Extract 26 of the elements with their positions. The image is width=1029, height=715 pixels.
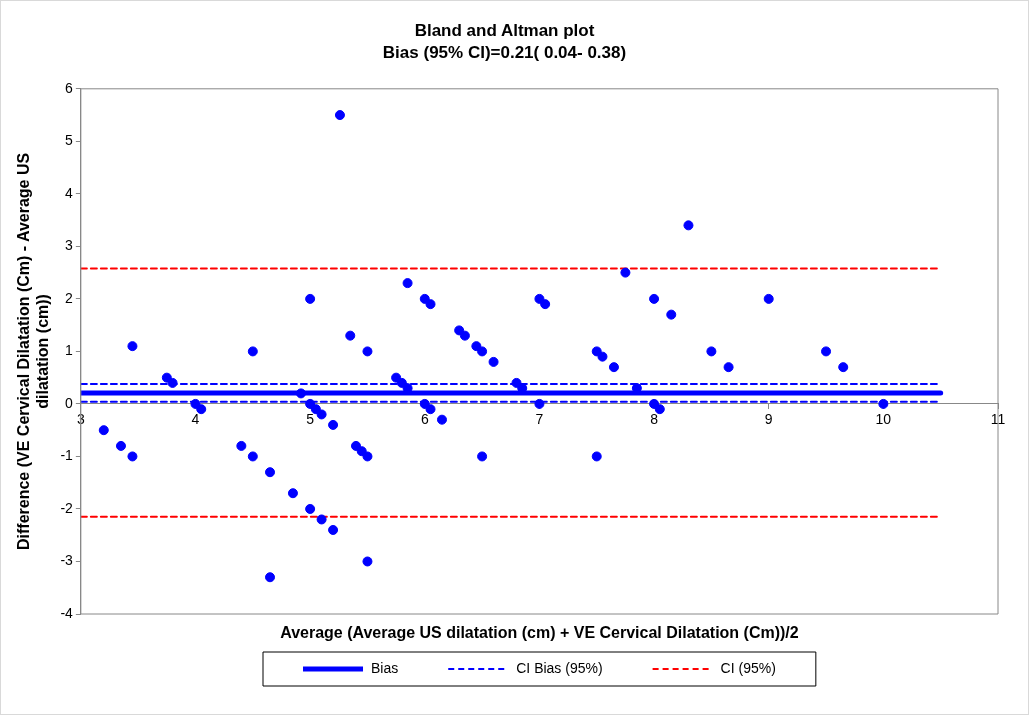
x-tick-label: 4 xyxy=(191,411,200,428)
y-tick-label: -3 xyxy=(60,552,74,569)
legend-label: CI Bias (95%) xyxy=(516,659,603,676)
y-tick-label: 4 xyxy=(65,184,74,201)
x-tick-label: 5 xyxy=(306,411,315,428)
y-tick-label: -1 xyxy=(60,447,74,464)
legend-label: CI (95%) xyxy=(720,659,776,676)
y-tick-label: 0 xyxy=(65,394,74,411)
x-tick-label: 6 xyxy=(420,411,429,428)
legend-label: Bias xyxy=(371,659,399,676)
y-tick-label: -4 xyxy=(60,604,74,621)
y-tick-label: 2 xyxy=(65,289,74,306)
chart-title: Bland and Altman plot xyxy=(414,20,595,40)
x-tick-label: 7 xyxy=(535,411,544,428)
x-tick-label: 8 xyxy=(650,411,659,428)
chart-subtitle: Bias (95% CI)=0.21( 0.04- 0.38) xyxy=(382,43,627,63)
y-tick-label: 1 xyxy=(65,342,74,359)
y-tick-label: 3 xyxy=(65,237,74,254)
x-axis-title: Average (Average US dilatation (cm) + VE Cervical Dilatation (Cm))/2 xyxy=(280,624,799,642)
y-tick-label: 6 xyxy=(65,79,74,96)
x-tick-label: 9 xyxy=(764,411,773,428)
y-tick-label: 5 xyxy=(65,132,74,149)
x-tick-label: 11 xyxy=(990,411,1006,428)
y-axis-title: Difference (VE Cervical Dilatation (Cm) - Average US dilatation (cm)) xyxy=(15,152,52,550)
x-tick-label: 10 xyxy=(875,411,892,428)
y-tick-label: -2 xyxy=(60,499,74,516)
